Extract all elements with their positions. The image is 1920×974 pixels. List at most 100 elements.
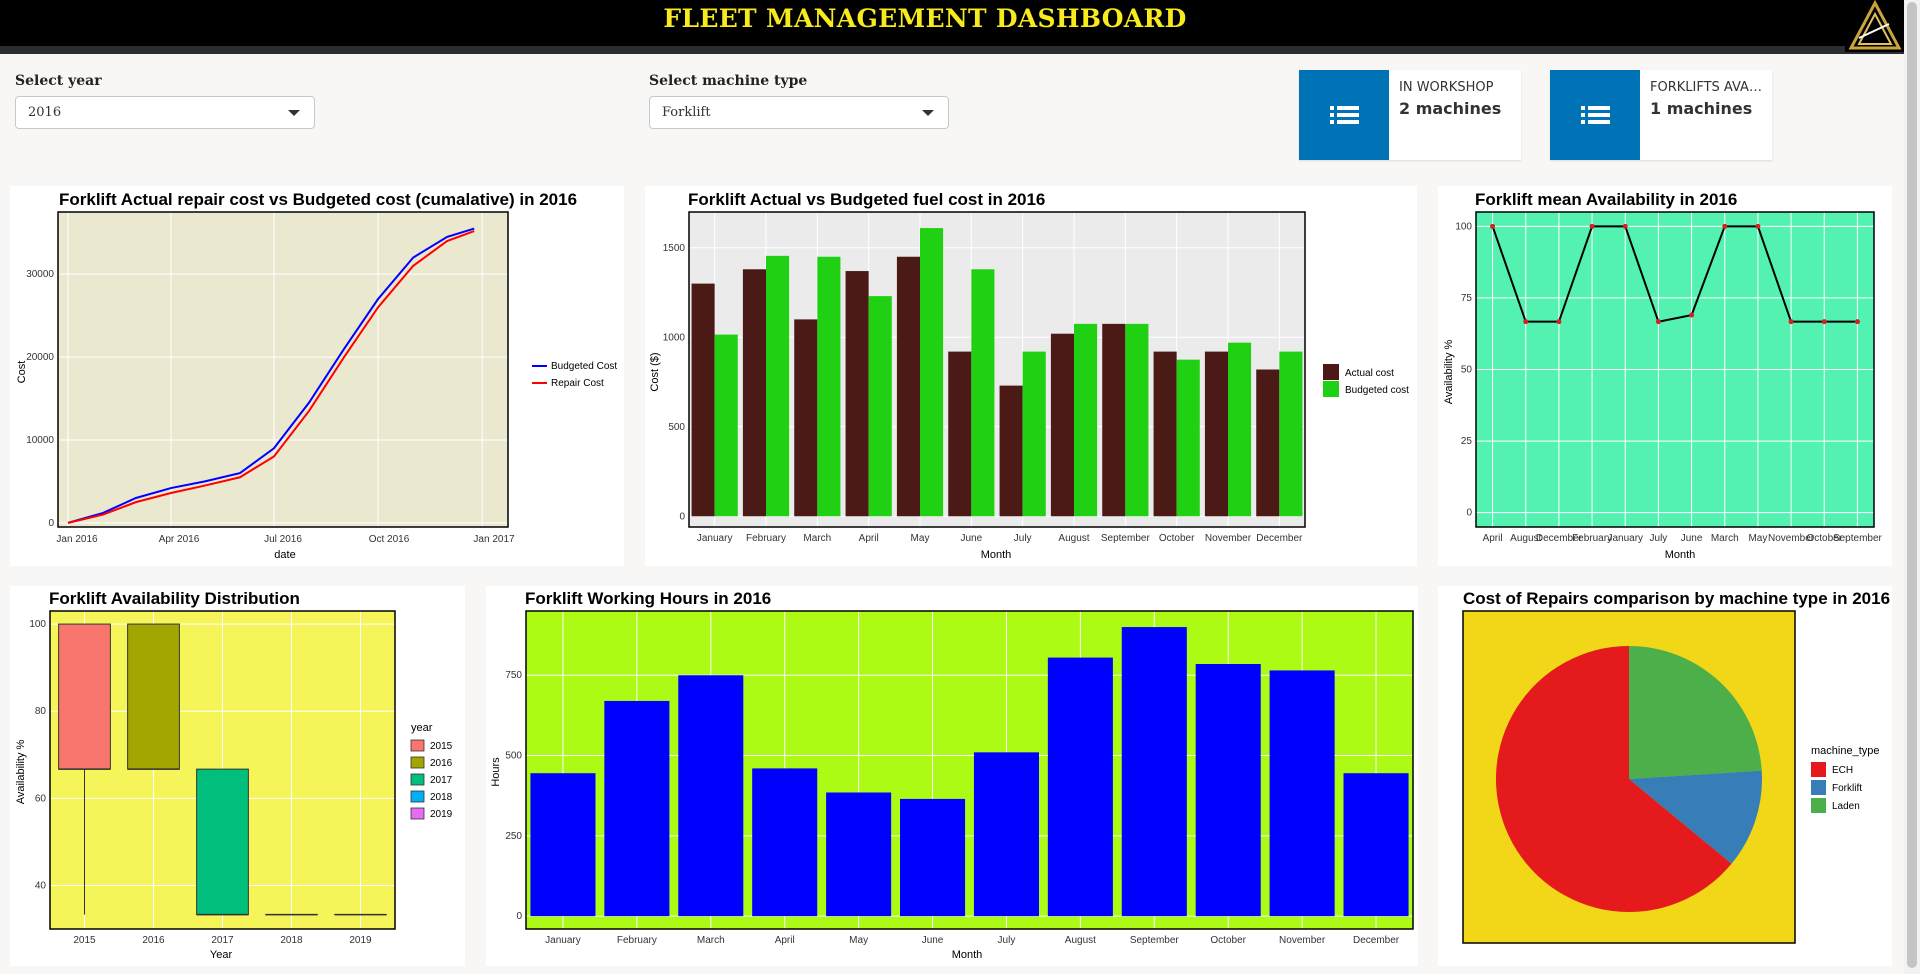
y-tick-label: 75: [1461, 293, 1473, 304]
bar: [1125, 323, 1149, 517]
bar: [1047, 657, 1113, 917]
box: [58, 623, 111, 770]
legend-label: ECH: [1832, 765, 1853, 776]
x-tick-label: October: [1806, 533, 1842, 544]
infobox-forklifts-available: FORKLIFTS AVAILABLE 1 machines: [1550, 70, 1772, 160]
x-tick-label: January: [697, 533, 733, 544]
x-tick-label: September: [1130, 935, 1180, 946]
x-tick-label: March: [697, 935, 725, 946]
bar: [1256, 369, 1280, 517]
legend-label: 2016: [430, 758, 453, 769]
y-tick-label: 50: [1461, 365, 1473, 376]
x-tick-label: June: [922, 935, 944, 946]
availability-svg: Forklift mean Availability in 2016 0 25 50…: [1443, 190, 1883, 561]
x-tick-label: 2015: [73, 935, 96, 946]
legend-label: Actual cost: [1345, 368, 1394, 379]
legend-label: Budgeted Cost: [551, 361, 617, 372]
availability-box-chart: Forklift Availability Distribution 40 60 8…: [10, 586, 465, 966]
app-title: FLEET MANAGEMENT DASHBOARD: [663, 4, 1187, 33]
x-tick-label: September: [1101, 533, 1151, 544]
data-point: [1854, 319, 1860, 325]
x-tick-label: June: [960, 533, 982, 544]
y-tick-label: 750: [505, 670, 522, 681]
bar: [1204, 351, 1228, 517]
scrollbar-thumb[interactable]: [1907, 2, 1917, 968]
y-tick-label: 100: [1455, 221, 1472, 232]
machine-type-select[interactable]: Forklift: [649, 96, 949, 129]
machine-select-label: Select machine type: [649, 73, 808, 89]
box: [127, 623, 180, 770]
y-tick-label: 60: [35, 793, 47, 804]
chart-legend: Budgeted Cost Repair Cost: [532, 361, 617, 389]
x-tick-label: October: [1210, 935, 1246, 946]
legend-label: 2017: [430, 775, 453, 786]
x-tick-label: November: [1279, 935, 1326, 946]
x-axis-label: Month: [1665, 549, 1696, 561]
pie-svg: Cost of Repairs comparison by machine ty…: [1462, 589, 1890, 944]
series-line: [67, 227, 475, 524]
bar: [714, 334, 738, 517]
bar: [1343, 773, 1409, 917]
infobox-value: 2 machines: [1399, 99, 1502, 118]
year-select[interactable]: 2016: [15, 96, 315, 129]
year-select-value: 2016: [28, 105, 62, 120]
data-point: [1622, 223, 1628, 229]
bar: [742, 269, 766, 517]
chart-title: Forklift Working Hours in 2016: [525, 589, 771, 608]
bar: [920, 228, 944, 517]
x-axis-label: Month: [981, 549, 1012, 561]
x-tick-label: Apr 2016: [159, 534, 200, 545]
y-tick-label: 500: [505, 751, 522, 762]
bar: [1269, 670, 1335, 917]
y-axis-label: Cost: [16, 361, 28, 384]
bar: [766, 255, 790, 517]
bar: [1074, 323, 1098, 517]
y-tick-label: 1000: [663, 332, 686, 343]
legend-key-actual: [1323, 364, 1339, 380]
x-tick-label: October: [1159, 533, 1195, 544]
legend-key: [1811, 798, 1826, 813]
legend-label: Laden: [1832, 801, 1860, 812]
x-tick-label: 2018: [280, 935, 303, 946]
header-bar: FLEET MANAGEMENT DASHBOARD: [0, 0, 1920, 46]
data-point: [1655, 319, 1661, 325]
chevron-down-icon: [288, 110, 300, 116]
bar: [845, 271, 869, 517]
bar: [826, 792, 892, 917]
pie-slice: [1496, 646, 1732, 912]
x-tick-label: January: [1607, 533, 1643, 544]
hours-svg: Forklift Working Hours in 2016 0 250 500 75…: [490, 589, 1414, 961]
fuel-cost-chart: Forklift Actual vs Budgeted fuel cost in…: [645, 186, 1417, 566]
legend-label: Repair Cost: [551, 378, 604, 389]
bar: [691, 283, 715, 517]
x-tick-label: December: [1256, 533, 1303, 544]
triangle-arrow-logo-icon[interactable]: [1845, 0, 1905, 52]
x-tick-label: February: [617, 935, 657, 946]
chart-legend: 2015 2016 2017 2018 2019: [410, 739, 453, 820]
y-tick-label: 30000: [26, 269, 54, 280]
plot-border: [49, 610, 396, 930]
x-tick-label: August: [1058, 533, 1089, 544]
bar: [604, 700, 670, 917]
y-axis-label: Availability %: [15, 739, 27, 804]
legend-key: [1811, 780, 1826, 795]
data-point: [1490, 223, 1496, 229]
bar: [1195, 664, 1261, 917]
bar: [1022, 351, 1046, 517]
y-tick-label: 40: [35, 880, 47, 891]
x-tick-label: May: [911, 533, 930, 544]
x-tick-label: December: [1353, 935, 1400, 946]
data-point: [1523, 319, 1529, 325]
x-tick-label: November: [1205, 533, 1252, 544]
x-tick-label: July: [998, 935, 1016, 946]
y-tick-label: 0: [48, 518, 54, 529]
x-axis-label: Year: [210, 949, 233, 961]
chevron-down-icon: [922, 110, 934, 116]
data-point: [1689, 312, 1695, 318]
legend-key: [410, 739, 425, 752]
bar: [948, 351, 972, 517]
x-tick-label: July: [1650, 533, 1668, 544]
data-point: [1755, 223, 1761, 229]
box: [196, 768, 249, 916]
